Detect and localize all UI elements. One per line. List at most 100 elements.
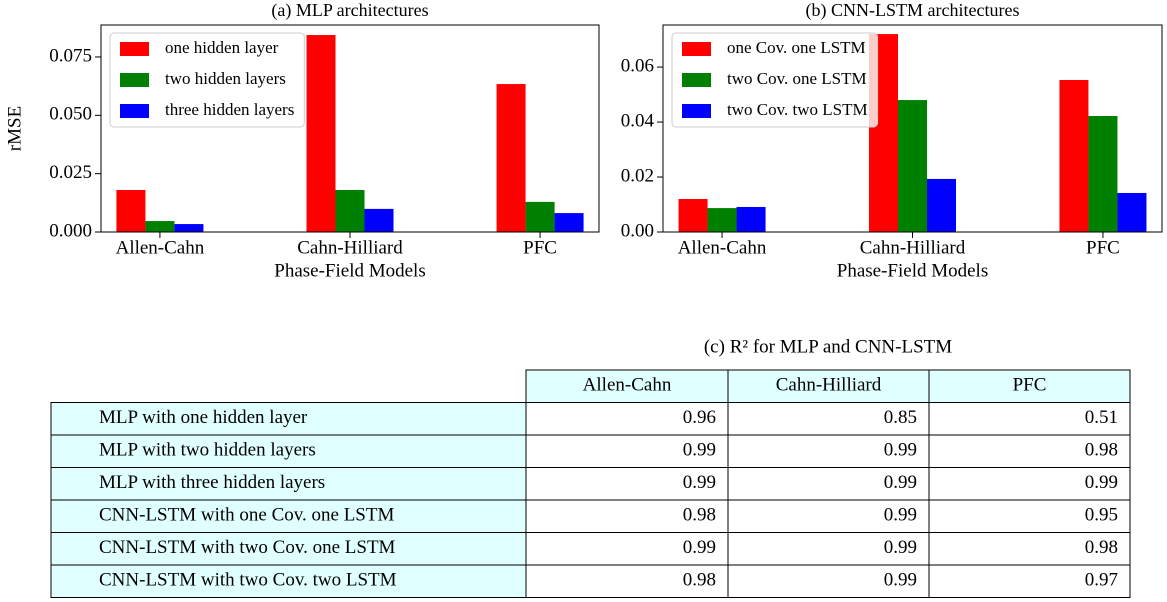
bar: [1088, 115, 1118, 232]
header-cell: [525, 369, 729, 403]
chart-title: (a) MLP architectures: [271, 0, 428, 21]
legend-label: three hidden layers: [165, 100, 294, 119]
bar: [1059, 79, 1089, 233]
legend-label: two hidden layers: [165, 69, 286, 88]
cell-value: 0.98: [1085, 537, 1118, 558]
row-label: MLP with two hidden layers: [99, 440, 316, 461]
legend-label: one hidden layer: [165, 38, 279, 57]
legend-swatch: [682, 104, 711, 118]
value-cell: [525, 402, 729, 436]
x-axis-label: Phase-Field Models: [274, 260, 425, 281]
row-label: CNN-LSTM with two Cov. one LSTM: [99, 537, 396, 558]
cell-value: 0.98: [683, 505, 716, 526]
bar: [707, 208, 737, 232]
bar: [927, 178, 956, 232]
bar: [736, 206, 766, 232]
bar: [525, 201, 555, 232]
value-cell: [928, 402, 1131, 436]
row-label-cell: [50, 564, 527, 598]
x-tick-label: Cahn-Hilliard: [860, 237, 966, 258]
row-label: MLP with one hidden layer: [99, 407, 308, 428]
cell-value: 0.99: [884, 570, 917, 591]
legend-swatch: [682, 42, 711, 56]
bar: [364, 208, 394, 232]
cell-value: 0.99: [683, 537, 716, 558]
value-cell: [525, 564, 729, 598]
value-cell: [928, 564, 1131, 598]
legend-swatch: [120, 42, 149, 56]
bar: [554, 213, 584, 232]
bar: [898, 100, 927, 232]
value-cell: [928, 434, 1131, 468]
bar: [496, 84, 526, 232]
legend-box: [109, 32, 305, 128]
header-label: PFC: [1013, 375, 1047, 396]
cell-value: 0.85: [884, 407, 917, 428]
cell-value: 0.99: [1085, 472, 1118, 493]
cell-value: 0.99: [683, 472, 716, 493]
cell-value: 0.95: [1085, 505, 1118, 526]
x-axis-label: Phase-Field Models: [837, 260, 988, 281]
row-label-cell: [50, 532, 527, 566]
cell-value: 0.99: [683, 440, 716, 461]
x-tick-label: PFC: [523, 237, 557, 258]
legend-swatch: [120, 104, 149, 118]
value-cell: [525, 499, 729, 533]
x-tick-label: PFC: [1086, 237, 1120, 258]
y-tick-label: 0.00: [621, 220, 654, 241]
x-tick-label: Allen-Cahn: [116, 237, 205, 258]
y-tick-label: 0.04: [621, 110, 655, 131]
legend-label: two Cov. two LSTM: [727, 100, 868, 119]
value-cell: [928, 532, 1131, 566]
value-cell: [727, 467, 930, 501]
bar: [145, 221, 175, 232]
legend-label: two Cov. one LSTM: [727, 69, 867, 88]
row-label-cell: [50, 402, 527, 436]
row-label: CNN-LSTM with one Cov. one LSTM: [99, 505, 394, 526]
row-label: MLP with three hidden layers: [99, 472, 325, 493]
bar: [116, 189, 146, 232]
value-cell: [727, 532, 930, 566]
table-title: (c) R² for MLP and CNN-LSTM: [704, 336, 952, 357]
y-tick-label: 0.000: [49, 220, 92, 241]
value-cell: [928, 499, 1131, 533]
bar: [335, 189, 365, 232]
y-axis-label: rMSE: [4, 106, 25, 151]
value-cell: [525, 532, 729, 566]
header-cell: [928, 369, 1131, 403]
y-tick-label: 0.02: [621, 165, 654, 186]
value-cell: [727, 564, 930, 598]
y-tick-label: 0.075: [49, 45, 92, 66]
bar: [174, 224, 204, 232]
cell-value: 0.96: [683, 407, 716, 428]
cell-value: 0.98: [683, 570, 716, 591]
y-tick-label: 0.050: [49, 104, 92, 125]
cell-value: 0.99: [884, 440, 917, 461]
y-tick-label: 0.025: [49, 162, 92, 183]
x-tick-label: Cahn-Hilliard: [297, 237, 403, 258]
legend-swatch: [120, 73, 149, 87]
bar: [306, 35, 336, 233]
legend-swatch: [682, 73, 711, 87]
bar: [678, 199, 708, 232]
bar: [1117, 192, 1147, 232]
header-label: Cahn-Hilliard: [776, 375, 882, 396]
cell-value: 0.99: [884, 505, 917, 526]
cell-value: 0.99: [884, 537, 917, 558]
x-tick-label: Allen-Cahn: [678, 237, 767, 258]
value-cell: [525, 434, 729, 468]
row-label: CNN-LSTM with two Cov. two LSTM: [99, 570, 397, 591]
axes-frame: [100, 24, 600, 233]
cell-value: 0.51: [1085, 407, 1118, 428]
legend-box: [671, 32, 879, 128]
axes-frame: [662, 24, 1163, 233]
value-cell: [525, 467, 729, 501]
chart-title: (b) CNN-LSTM architectures: [806, 0, 1020, 21]
value-cell: [727, 402, 930, 436]
cell-value: 0.97: [1085, 570, 1118, 591]
legend-label: one Cov. one LSTM: [727, 38, 866, 57]
y-tick-label: 0.06: [621, 55, 654, 76]
cell-value: 0.98: [1085, 440, 1118, 461]
value-cell: [928, 467, 1131, 501]
